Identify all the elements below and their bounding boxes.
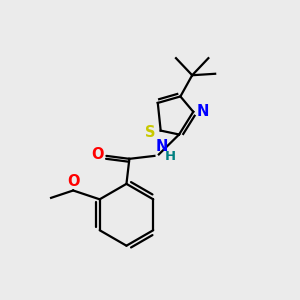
Text: O: O	[91, 147, 103, 162]
Text: O: O	[67, 174, 80, 189]
Text: N: N	[155, 139, 168, 154]
Text: H: H	[165, 150, 176, 163]
Text: N: N	[196, 104, 208, 119]
Text: S: S	[145, 124, 155, 140]
